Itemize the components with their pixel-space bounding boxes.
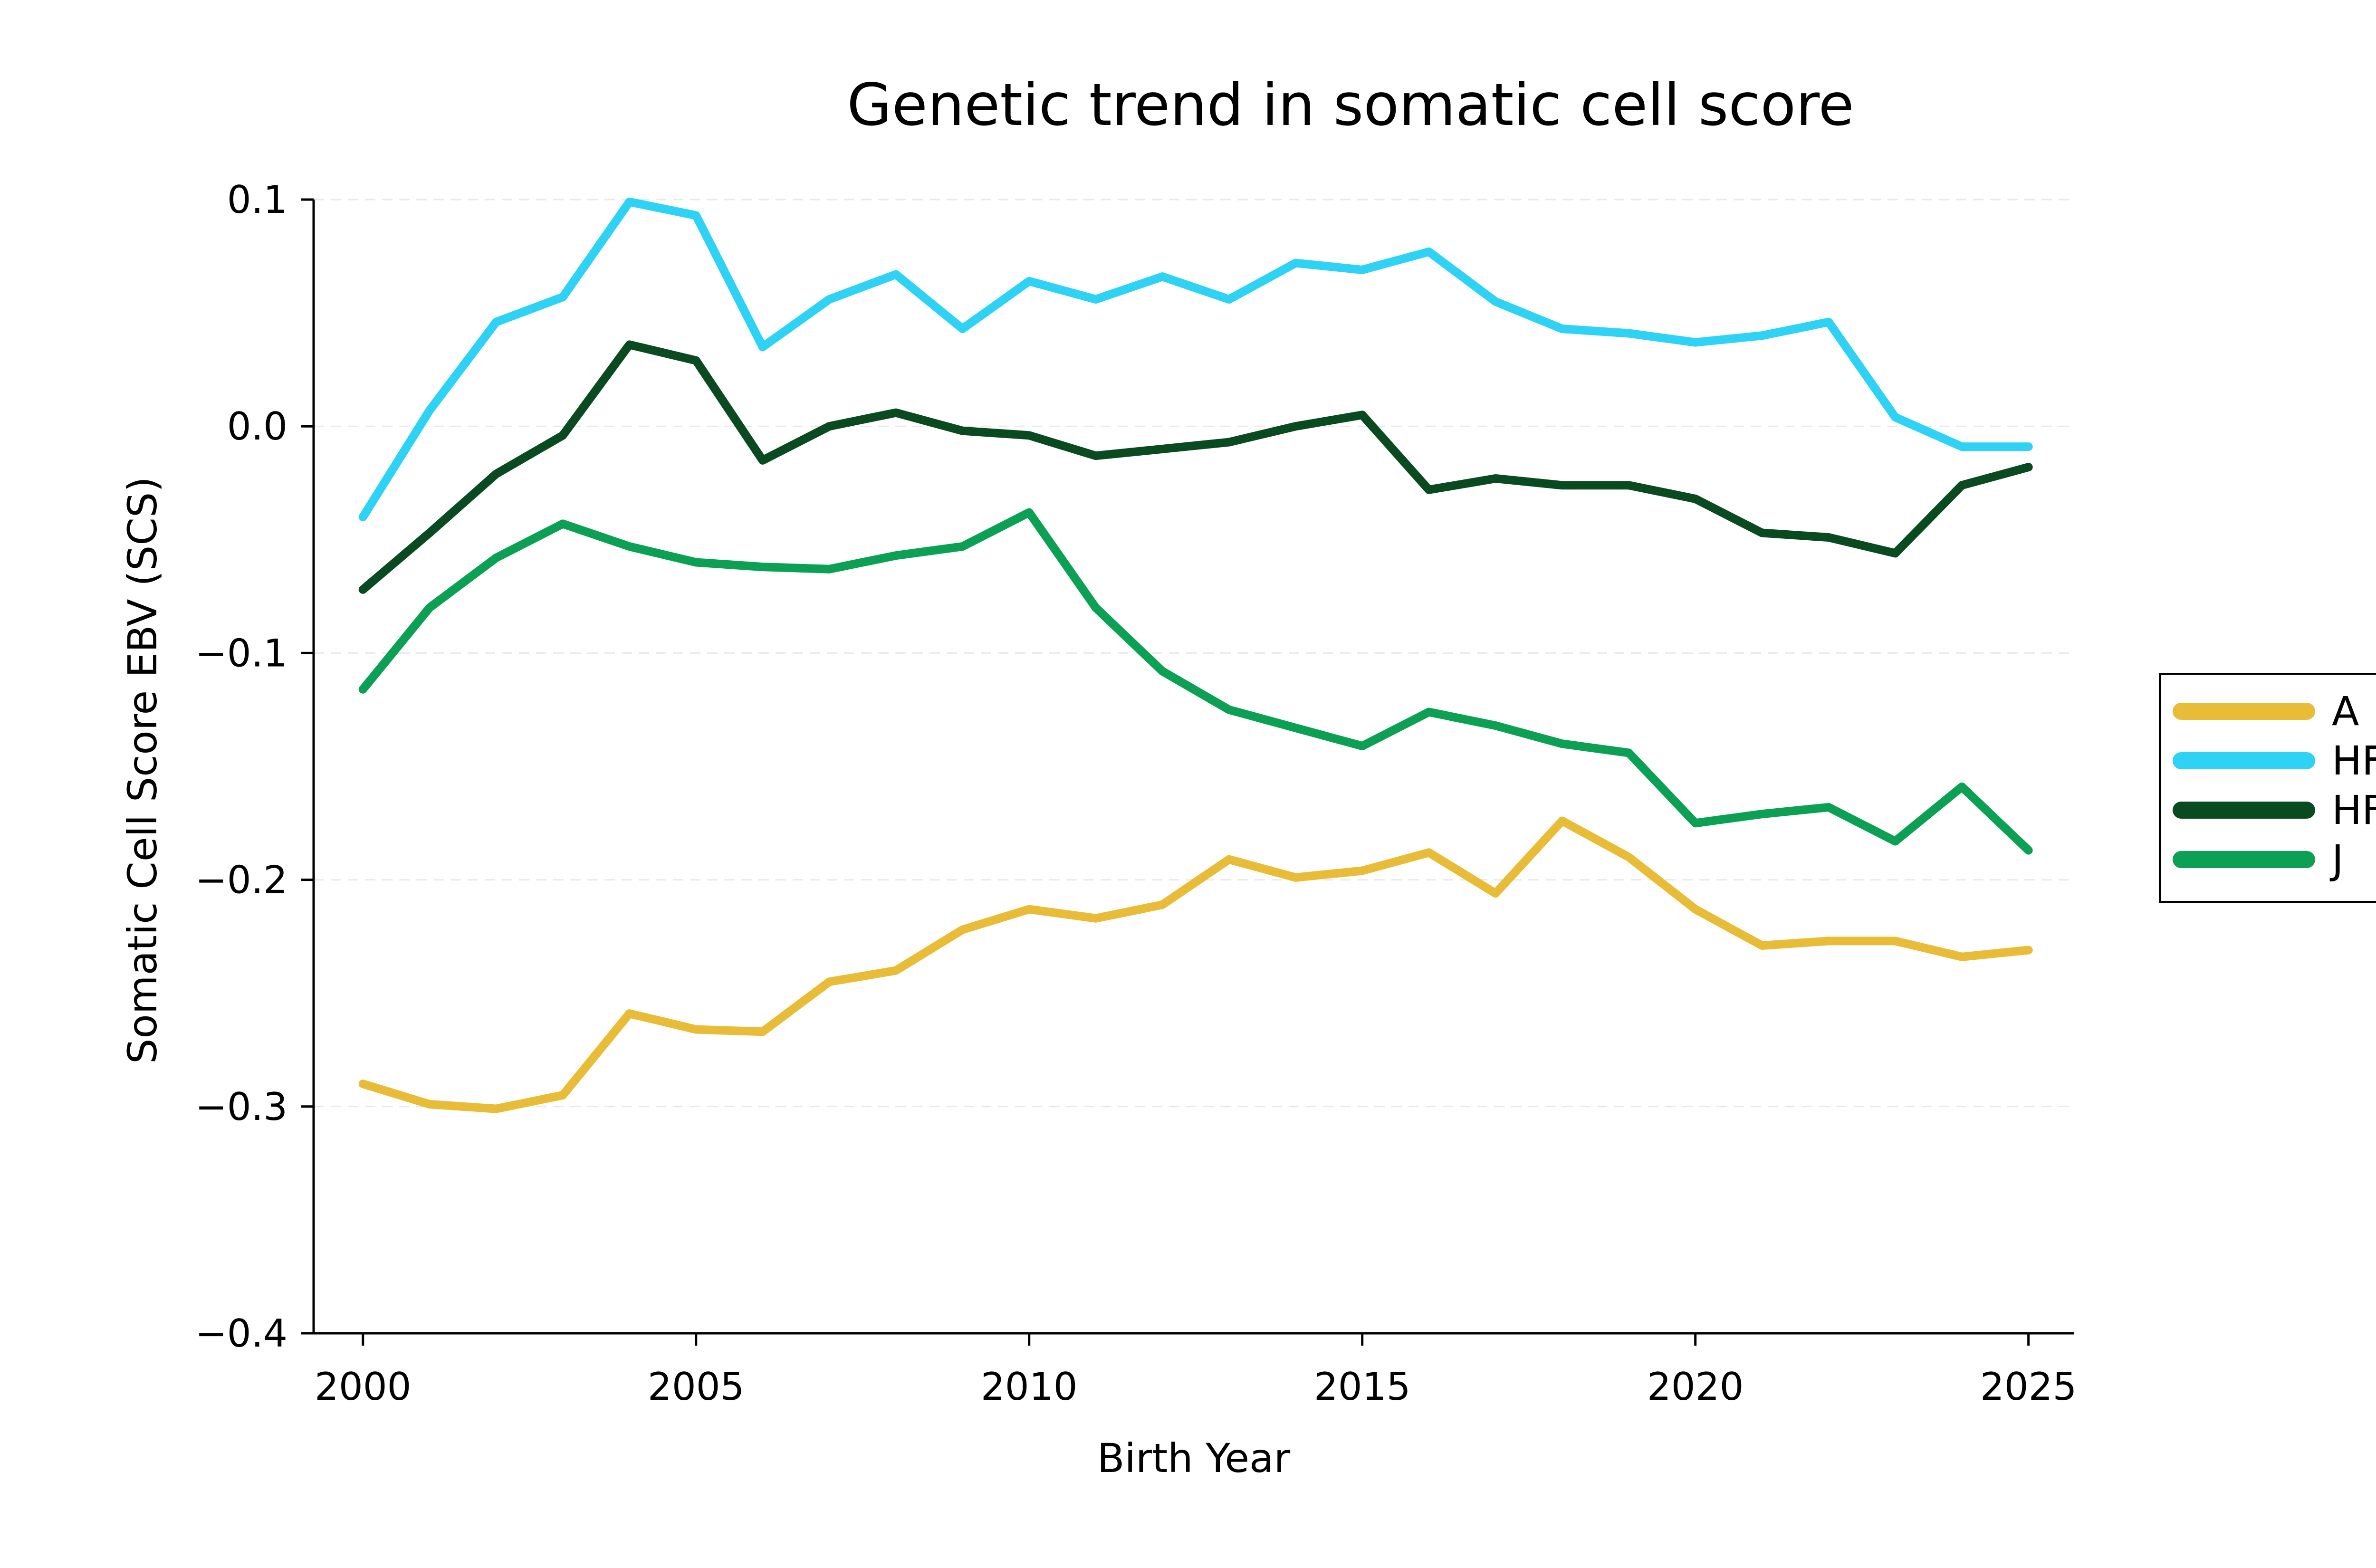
y-tick-label: −0.4 <box>195 1311 287 1356</box>
y-tick-label: 0.1 <box>227 178 287 222</box>
legend-swatch-J <box>2173 851 2315 868</box>
legend-item-HF: HF <box>2161 735 2376 787</box>
x-tick-label: 2025 <box>1980 1365 2077 1409</box>
legend-label: A <box>2332 688 2359 735</box>
x-tick-label: 2010 <box>981 1365 1078 1409</box>
legend-item-HFJ: HFJ <box>2161 784 2376 836</box>
legend-item-J: J <box>2161 833 2376 886</box>
y-tick-label: −0.2 <box>195 858 287 902</box>
x-tick-label: 2000 <box>315 1365 412 1409</box>
legend-swatch-A <box>2173 703 2315 720</box>
legend-swatch-HFJ <box>2173 802 2315 819</box>
y-tick-label: 0.0 <box>227 404 287 449</box>
x-axis-label: Birth Year <box>1097 1435 1291 1482</box>
legend-label: HFJ <box>2332 787 2376 833</box>
legend-swatch-HF <box>2173 752 2315 769</box>
series-line-HF <box>358 197 2033 522</box>
legend: A HF HFJ J <box>2159 673 2376 903</box>
x-tick-label: 2020 <box>1647 1365 1744 1409</box>
chart-title: Genetic trend in somatic cell score <box>847 71 1854 139</box>
legend-label: J <box>2332 836 2344 883</box>
legend-item-A: A <box>2161 685 2376 737</box>
x-tick-label: 2005 <box>648 1365 745 1409</box>
y-axis-label: Somatic Cell Score EBV (SCS) <box>119 477 166 1064</box>
series-line-A <box>358 816 2033 1113</box>
y-tick-label: −0.1 <box>195 631 287 675</box>
series-line-HFJ <box>358 340 2033 594</box>
y-tick-label: −0.3 <box>195 1085 287 1129</box>
x-tick-label: 2015 <box>1314 1365 1411 1409</box>
legend-label: HF <box>2332 737 2376 784</box>
series-line-J <box>358 508 2033 855</box>
